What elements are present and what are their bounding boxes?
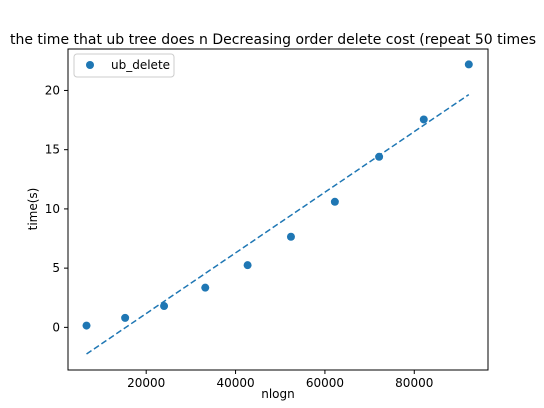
legend: ub_delete [73, 53, 175, 78]
scatter-point [201, 283, 210, 292]
x-tick-label: 60000 [306, 376, 344, 390]
x-tick-label: 40000 [216, 376, 254, 390]
scatter-point [419, 115, 428, 124]
scatter-point [330, 197, 339, 206]
legend-marker [86, 61, 94, 69]
y-axis-label: time(s) [26, 188, 40, 231]
chart-title: the time that ub tree does n Decreasing … [10, 32, 536, 48]
legend-box [73, 53, 175, 78]
trend-line [86, 93, 470, 355]
scatter-point [82, 321, 91, 330]
y-tick-label: 0 [52, 320, 60, 334]
x-axis-label: nlogn [261, 387, 295, 401]
y-tick-label: 10 [45, 202, 60, 216]
scatter-point [464, 60, 473, 69]
y-tick-label: 20 [45, 83, 60, 97]
plot-area [67, 48, 489, 371]
axis-ticks: 20000 40000 60000 80000 0 5 10 15 20 [45, 83, 434, 390]
scatter-point [160, 302, 169, 311]
scatter-point [121, 313, 130, 322]
scatter-point [286, 232, 295, 241]
scatter-point [375, 152, 384, 161]
legend-label-ub-delete: ub_delete [111, 58, 170, 72]
y-tick-label: 15 [45, 143, 60, 157]
x-tick-label: 80000 [395, 376, 433, 390]
x-tick-label: 20000 [127, 376, 165, 390]
scatter-point [243, 261, 252, 270]
chart-marks [82, 60, 473, 355]
y-tick-label: 5 [52, 261, 60, 275]
